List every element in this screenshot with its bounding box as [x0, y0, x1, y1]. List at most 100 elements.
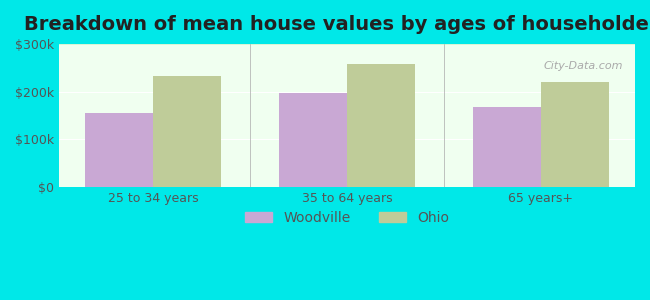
- Bar: [59, 44, 635, 46]
- Bar: [59, 45, 635, 47]
- Bar: [59, 44, 635, 46]
- Bar: [59, 45, 635, 46]
- Bar: [59, 45, 635, 46]
- Bar: [59, 45, 635, 46]
- Bar: [59, 45, 635, 46]
- Bar: [59, 45, 635, 46]
- Bar: [59, 44, 635, 46]
- Bar: [59, 44, 635, 46]
- Bar: [59, 44, 635, 46]
- Bar: [59, 44, 635, 46]
- Bar: [59, 45, 635, 46]
- Bar: [59, 45, 635, 46]
- Bar: [59, 44, 635, 45]
- Bar: [59, 45, 635, 46]
- Bar: [59, 44, 635, 46]
- Bar: [59, 45, 635, 46]
- Bar: [59, 45, 635, 46]
- Bar: [59, 45, 635, 46]
- Bar: [59, 44, 635, 46]
- Bar: [59, 45, 635, 46]
- Bar: [59, 45, 635, 46]
- Bar: [59, 45, 635, 46]
- Bar: [59, 45, 635, 47]
- Bar: [59, 44, 635, 46]
- Bar: [59, 45, 635, 46]
- Bar: [59, 44, 635, 46]
- Bar: [59, 45, 635, 46]
- Bar: [59, 44, 635, 45]
- Bar: [59, 44, 635, 45]
- Bar: [59, 44, 635, 46]
- Bar: [59, 44, 635, 46]
- Bar: [59, 45, 635, 46]
- Bar: [59, 45, 635, 46]
- Bar: [59, 44, 635, 45]
- Bar: [59, 45, 635, 46]
- Bar: [85, 113, 153, 187]
- Bar: [59, 44, 635, 46]
- Bar: [59, 44, 635, 46]
- Bar: [59, 45, 635, 46]
- Bar: [59, 45, 635, 46]
- Bar: [59, 44, 635, 46]
- Bar: [59, 45, 635, 46]
- Bar: [59, 45, 635, 46]
- Bar: [59, 44, 635, 46]
- Bar: [59, 45, 635, 46]
- Bar: [59, 45, 635, 46]
- Bar: [59, 45, 635, 46]
- Bar: [59, 44, 635, 46]
- Bar: [59, 44, 635, 46]
- Bar: [59, 45, 635, 46]
- Bar: [59, 44, 635, 46]
- Bar: [59, 44, 635, 46]
- Bar: [59, 44, 635, 45]
- Text: City-Data.com: City-Data.com: [544, 61, 623, 71]
- Bar: [59, 45, 635, 47]
- Bar: [59, 44, 635, 46]
- Bar: [59, 44, 635, 46]
- Bar: [59, 45, 635, 46]
- Bar: [473, 107, 541, 187]
- Bar: [59, 45, 635, 47]
- Bar: [59, 45, 635, 46]
- Bar: [59, 45, 635, 46]
- Bar: [59, 44, 635, 46]
- Bar: [59, 45, 635, 46]
- Bar: [59, 45, 635, 46]
- Bar: [59, 44, 635, 46]
- Bar: [59, 44, 635, 46]
- Bar: [59, 45, 635, 46]
- Bar: [59, 44, 635, 46]
- Bar: [59, 44, 635, 45]
- Bar: [59, 45, 635, 46]
- Bar: [59, 44, 635, 46]
- Bar: [153, 76, 221, 187]
- Bar: [59, 44, 635, 46]
- Bar: [59, 45, 635, 46]
- Bar: [59, 45, 635, 46]
- Bar: [59, 45, 635, 47]
- Bar: [59, 44, 635, 46]
- Bar: [59, 45, 635, 47]
- Bar: [59, 44, 635, 45]
- Bar: [59, 44, 635, 46]
- Bar: [59, 44, 635, 46]
- Bar: [59, 45, 635, 46]
- Bar: [59, 44, 635, 46]
- Bar: [347, 64, 415, 187]
- Bar: [59, 45, 635, 47]
- Bar: [59, 45, 635, 46]
- Bar: [59, 45, 635, 46]
- Bar: [59, 44, 635, 45]
- Bar: [59, 45, 635, 46]
- Bar: [59, 44, 635, 45]
- Legend: Woodville, Ohio: Woodville, Ohio: [239, 205, 455, 230]
- Bar: [59, 44, 635, 46]
- Bar: [59, 44, 635, 46]
- Bar: [59, 44, 635, 46]
- Bar: [59, 45, 635, 46]
- Bar: [59, 44, 635, 45]
- Bar: [59, 45, 635, 46]
